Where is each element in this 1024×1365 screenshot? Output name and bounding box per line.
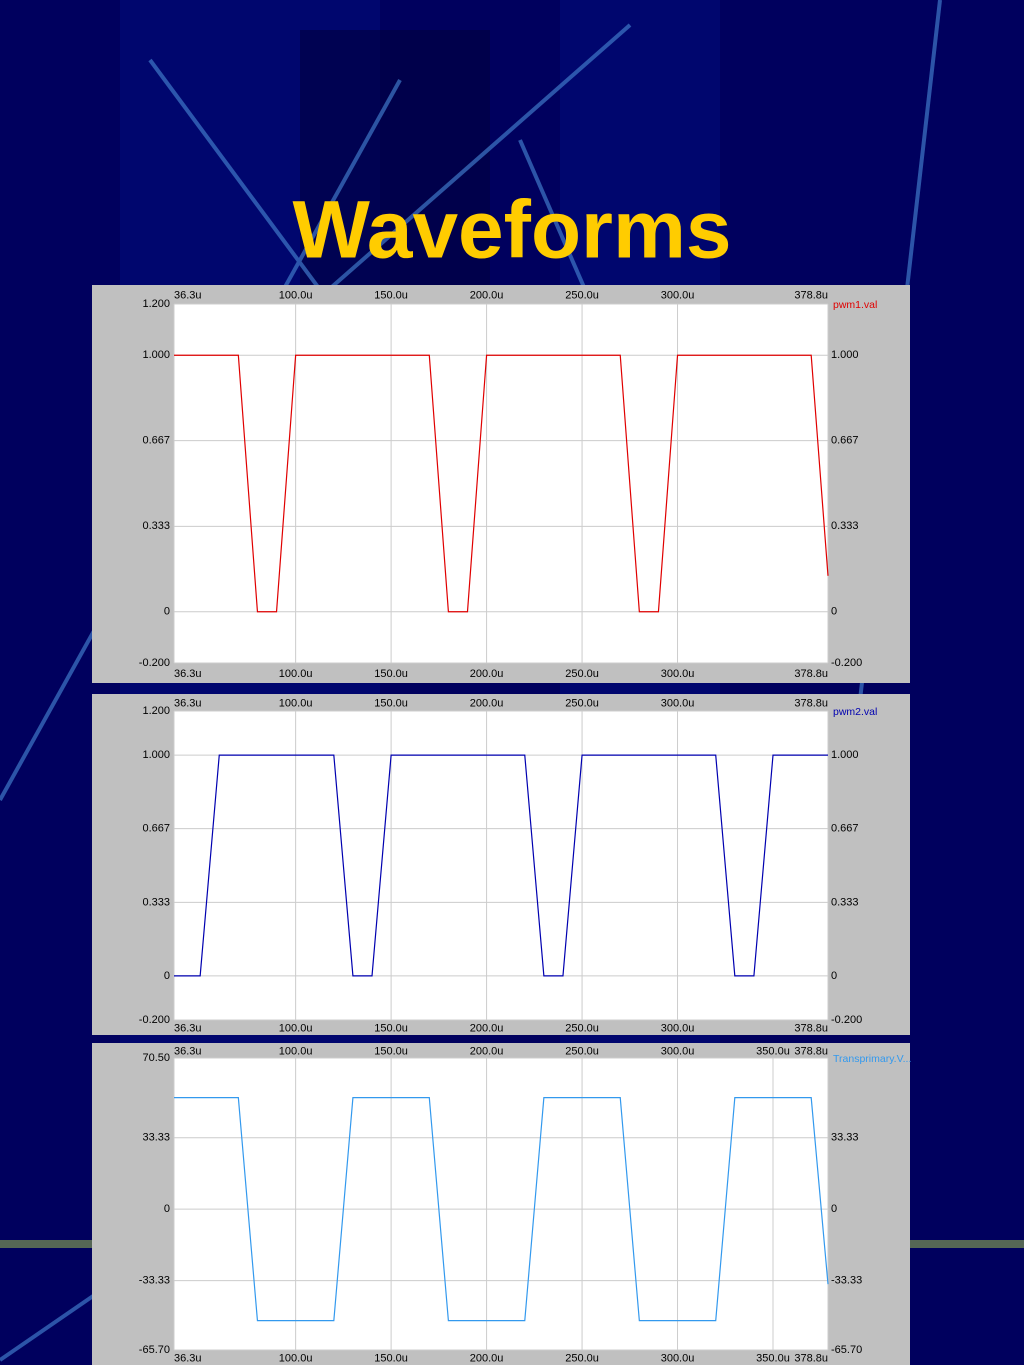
x-tick-label: 150.0u bbox=[374, 668, 408, 680]
x-tick-label: 36.3u bbox=[174, 697, 202, 709]
legend-label: pwm2.val bbox=[833, 706, 877, 718]
legend-label: Transprimary.V... bbox=[833, 1053, 911, 1065]
x-tick-label: 150.0u bbox=[374, 1352, 408, 1364]
y-tick-label: 0.667 bbox=[831, 823, 859, 835]
x-tick-label: 378.8u bbox=[794, 668, 828, 680]
y-tick-label: 70.50 bbox=[142, 1052, 170, 1064]
x-tick-label: 300.0u bbox=[661, 697, 695, 709]
y-tick-label: 0 bbox=[831, 970, 837, 982]
charts: 36.3u 36.3u 100.0u 100.0u 150.0u 150.0u 200.0u… bbox=[92, 285, 911, 1365]
bg-panel bbox=[300, 30, 490, 290]
plot-area bbox=[174, 304, 828, 663]
plot-area bbox=[174, 711, 828, 1020]
x-tick-label: 350.0u bbox=[756, 1352, 790, 1364]
y-tick-label: 0.667 bbox=[831, 435, 859, 447]
x-tick-label: 150.0u bbox=[374, 1045, 408, 1057]
chart: 36.3u 36.3u 100.0u 100.0u 150.0u 150.0u 200.0u… bbox=[92, 285, 910, 683]
y-tick-label: 33.33 bbox=[142, 1132, 170, 1144]
x-tick-label: 100.0u bbox=[279, 697, 313, 709]
x-tick-label: 378.8u bbox=[794, 1045, 828, 1057]
y-tick-label: 1.000 bbox=[142, 349, 170, 361]
y-tick-label: 33.33 bbox=[831, 1132, 859, 1144]
x-tick-label: 36.3u bbox=[174, 668, 202, 680]
y-tick-label: 0.667 bbox=[142, 823, 170, 835]
chart: 36.3u 36.3u 100.0u 100.0u 150.0u 150.0u 200.0u… bbox=[92, 1043, 911, 1365]
chart: 36.3u 36.3u 100.0u 100.0u 150.0u 150.0u 200.0u… bbox=[92, 694, 910, 1035]
x-tick-label: 100.0u bbox=[279, 1045, 313, 1057]
x-tick-label: 300.0u bbox=[661, 1352, 695, 1364]
legend-label: pwm1.val bbox=[833, 299, 877, 311]
x-tick-label: 250.0u bbox=[565, 668, 599, 680]
slide-title: Waveforms bbox=[293, 185, 732, 276]
x-tick-label: 150.0u bbox=[374, 1022, 408, 1034]
x-tick-label: 150.0u bbox=[374, 697, 408, 709]
y-tick-label: 0 bbox=[164, 606, 170, 618]
x-tick-label: 36.3u bbox=[174, 1045, 202, 1057]
x-tick-label: 200.0u bbox=[470, 668, 504, 680]
x-tick-label: 250.0u bbox=[565, 289, 599, 301]
x-tick-label: 378.8u bbox=[794, 1022, 828, 1034]
x-tick-label: 250.0u bbox=[565, 1352, 599, 1364]
x-tick-label: 378.8u bbox=[794, 289, 828, 301]
series-line bbox=[174, 754, 828, 977]
x-tick-label: 36.3u bbox=[174, 1022, 202, 1034]
y-tick-label: 0.333 bbox=[831, 520, 859, 532]
y-tick-label: -33.33 bbox=[139, 1275, 170, 1287]
y-tick-label: -0.200 bbox=[831, 657, 862, 669]
y-tick-label: 0.333 bbox=[831, 896, 859, 908]
y-tick-label: 0 bbox=[831, 1203, 837, 1215]
x-tick-label: 250.0u bbox=[565, 1022, 599, 1034]
x-tick-label: 36.3u bbox=[174, 289, 202, 301]
y-tick-label: 0 bbox=[164, 1203, 170, 1215]
x-tick-label: 250.0u bbox=[565, 1045, 599, 1057]
y-tick-label: -0.200 bbox=[139, 1014, 170, 1026]
x-tick-label: 200.0u bbox=[470, 697, 504, 709]
x-tick-label: 300.0u bbox=[661, 1022, 695, 1034]
y-tick-label: 1.000 bbox=[831, 749, 859, 761]
y-tick-label: 0 bbox=[831, 606, 837, 618]
series-line bbox=[174, 354, 829, 613]
y-tick-label: -65.70 bbox=[831, 1344, 862, 1356]
x-tick-label: 200.0u bbox=[470, 289, 504, 301]
x-tick-label: 300.0u bbox=[661, 668, 695, 680]
y-tick-label: -33.33 bbox=[831, 1275, 862, 1287]
y-tick-label: 0.667 bbox=[142, 435, 170, 447]
x-tick-label: 200.0u bbox=[470, 1045, 504, 1057]
x-tick-label: 100.0u bbox=[279, 289, 313, 301]
x-tick-label: 100.0u bbox=[279, 1022, 313, 1034]
y-tick-label: 1.200 bbox=[142, 298, 170, 310]
x-tick-label: 378.8u bbox=[794, 697, 828, 709]
x-tick-label: 200.0u bbox=[470, 1022, 504, 1034]
y-tick-label: 0.333 bbox=[142, 520, 170, 532]
y-tick-label: 0 bbox=[164, 970, 170, 982]
x-tick-label: 250.0u bbox=[565, 697, 599, 709]
x-tick-label: 36.3u bbox=[174, 1352, 202, 1364]
x-tick-label: 378.8u bbox=[794, 1352, 828, 1364]
y-tick-label: -0.200 bbox=[831, 1014, 862, 1026]
x-tick-label: 100.0u bbox=[279, 1352, 313, 1364]
plot-area bbox=[174, 1058, 828, 1350]
x-tick-label: 300.0u bbox=[661, 1045, 695, 1057]
x-tick-label: 100.0u bbox=[279, 668, 313, 680]
x-tick-label: 350.0u bbox=[756, 1045, 790, 1057]
x-tick-label: 200.0u bbox=[470, 1352, 504, 1364]
y-tick-label: 0.333 bbox=[142, 896, 170, 908]
series-line bbox=[174, 1097, 829, 1322]
x-tick-label: 300.0u bbox=[661, 289, 695, 301]
y-tick-label: 1.000 bbox=[142, 749, 170, 761]
y-tick-label: 1.200 bbox=[142, 705, 170, 717]
y-tick-label: -0.200 bbox=[139, 657, 170, 669]
x-tick-label: 150.0u bbox=[374, 289, 408, 301]
y-tick-label: 1.000 bbox=[831, 349, 859, 361]
y-tick-label: -65.70 bbox=[139, 1344, 170, 1356]
